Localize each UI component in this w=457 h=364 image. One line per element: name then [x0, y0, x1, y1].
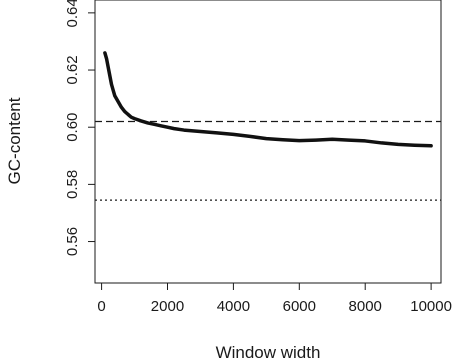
reference-lines	[95, 120, 441, 201]
plot-frame	[94, 0, 442, 284]
y-tick-label: 0.56	[64, 227, 81, 256]
y-axis-title: GC-content	[5, 97, 24, 184]
x-axis: 0 2000 4000 6000 8000 10000	[97, 282, 452, 315]
y-tick-label: 0.64	[64, 0, 81, 27]
data-series	[103, 51, 433, 148]
x-tick-label: 6000	[283, 298, 316, 315]
x-tick-label: 2000	[151, 298, 184, 315]
y-tick-label: 0.60	[64, 113, 81, 142]
x-axis-title: Window width	[216, 343, 321, 362]
x-tick-label: 10000	[410, 298, 452, 315]
x-tick-label: 4000	[217, 298, 250, 315]
y-tick-label: 0.62	[64, 55, 81, 84]
x-tick-label: 8000	[349, 298, 382, 315]
y-axis: 0.56 0.58 0.60 0.62 0.64	[64, 0, 96, 256]
x-tick-label: 0	[97, 298, 105, 315]
y-tick-label: 0.58	[64, 170, 81, 199]
series-line-0	[103, 51, 433, 148]
